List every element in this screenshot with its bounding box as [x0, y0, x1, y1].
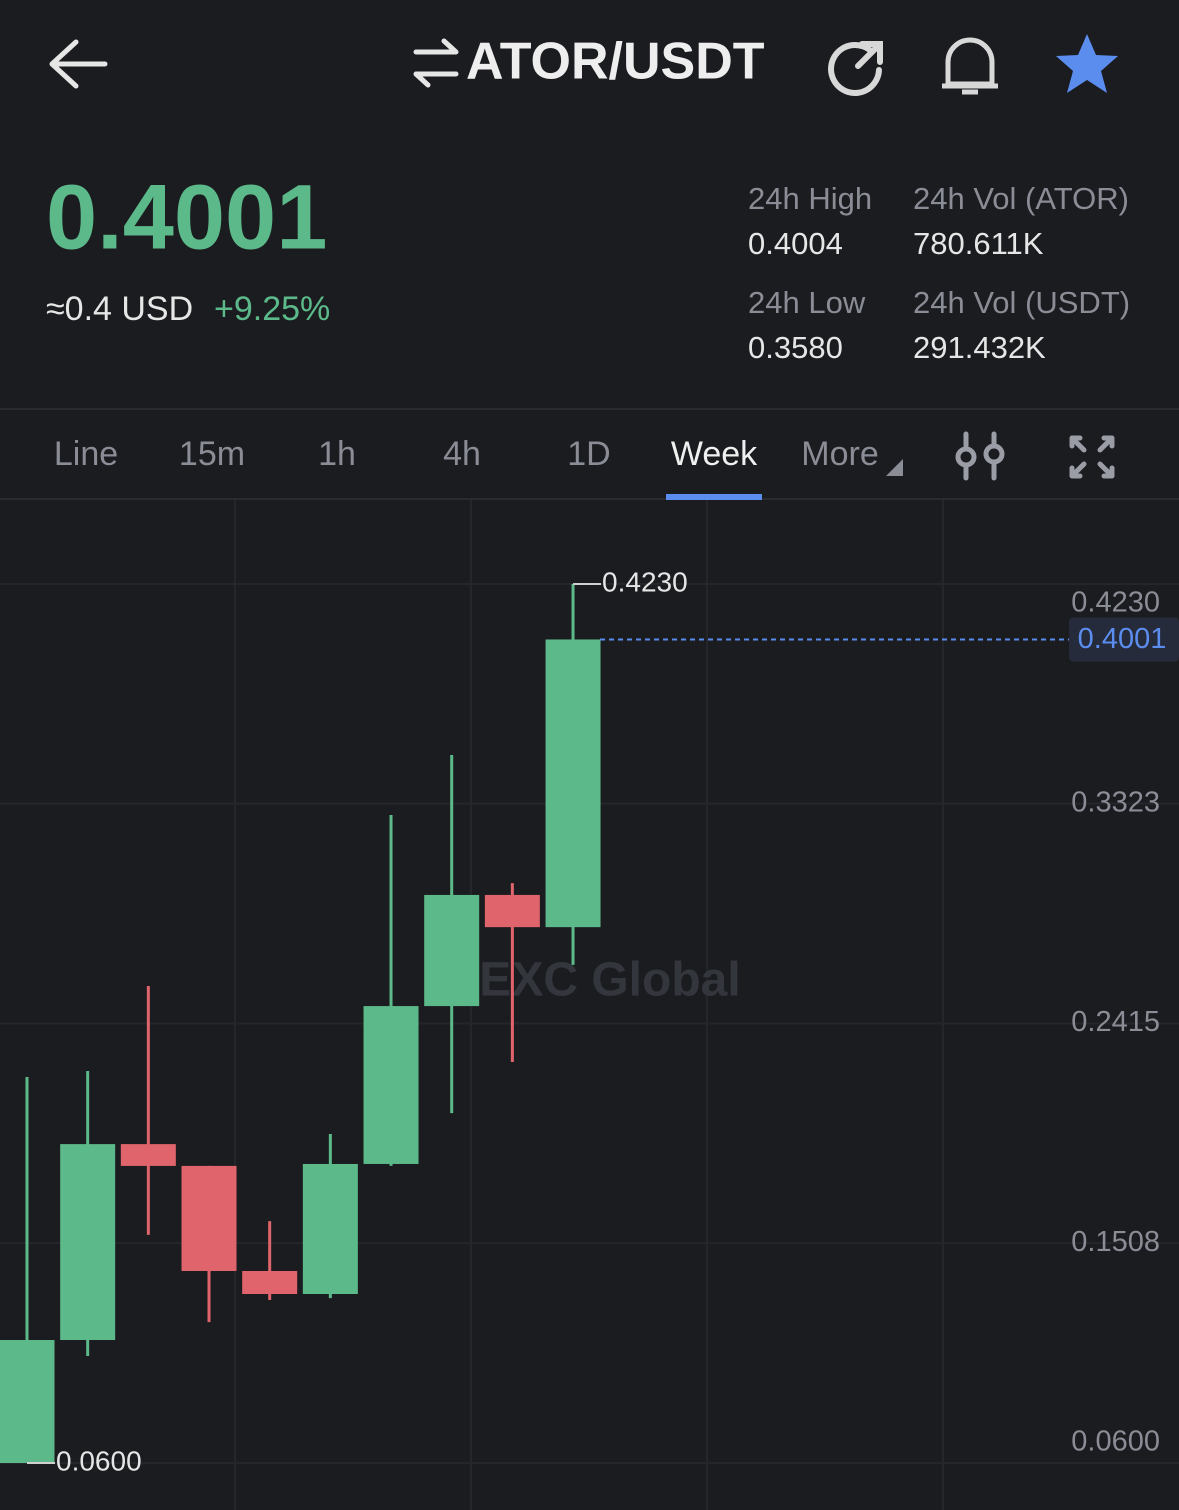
vertical-grid [234, 500, 944, 1510]
price-change: +9.25% [214, 290, 330, 328]
timeframe-tab[interactable]: More [801, 435, 878, 473]
high-label: 0.4230 [602, 566, 688, 597]
candle-body [545, 639, 601, 928]
candle-body [484, 894, 540, 928]
stat-label: 24h Vol (USDT) [913, 285, 1130, 320]
stat-label: 24h Low [748, 285, 866, 320]
pair-title[interactable]: ATOR/USDT [466, 33, 765, 91]
usd-price: ≈0.4 USD [46, 290, 193, 328]
last-price-label: 0.4001 [1078, 623, 1167, 655]
low-label: 0.0600 [56, 1445, 142, 1476]
timeframe-tab[interactable]: Line [54, 435, 118, 473]
candle-body [242, 1270, 298, 1295]
y-tick-label: 0.0600 [1071, 1426, 1160, 1458]
indicator-settings-icon[interactable] [955, 431, 1005, 481]
favorite-star[interactable] [1056, 34, 1118, 93]
stat-label: 24h High [748, 181, 872, 216]
last-price: 0.4001 [46, 166, 327, 268]
last-price-box [1069, 617, 1179, 662]
y-tick-label: 0.1508 [1071, 1226, 1160, 1258]
back-button[interactable] [49, 39, 108, 89]
stat-label: 24h Vol (ATOR) [913, 181, 1129, 216]
candle-body [181, 1165, 237, 1271]
timeframe-tab[interactable]: 15m [179, 435, 245, 473]
swap-icon[interactable] [413, 38, 459, 88]
stat-value: 780.611K [913, 226, 1044, 261]
timeframe-tab[interactable]: 4h [443, 435, 481, 473]
active-tab-underline [666, 494, 762, 500]
y-tick-label: 0.2415 [1071, 1006, 1160, 1038]
watermark: MEXC Global [439, 954, 740, 1007]
more-caret [886, 459, 903, 476]
candle-body [0, 1340, 55, 1464]
timeframe-tab[interactable]: 1D [567, 435, 610, 473]
stat-value: 0.4004 [748, 226, 843, 261]
candle-body [424, 894, 480, 1007]
timeframe-tabs: Line 15m 1h 4h 1D Week More [54, 435, 879, 500]
refresh-icon[interactable] [828, 41, 883, 96]
timeframe-tab[interactable]: 1h [318, 435, 356, 473]
stat-value: 0.3580 [748, 330, 843, 365]
y-tick-label: 0.3323 [1071, 786, 1160, 818]
timeframe-tab[interactable]: Week [671, 435, 758, 473]
candle-body [60, 1144, 116, 1341]
alert-bell-icon[interactable] [942, 37, 998, 95]
stat-value: 291.432K [913, 330, 1046, 365]
fullscreen-icon[interactable] [1069, 435, 1115, 479]
candle-body [302, 1163, 358, 1295]
y-tick-label: 0.4230 [1071, 587, 1160, 619]
candle-body [363, 1006, 419, 1164]
candle-body [120, 1144, 176, 1166]
